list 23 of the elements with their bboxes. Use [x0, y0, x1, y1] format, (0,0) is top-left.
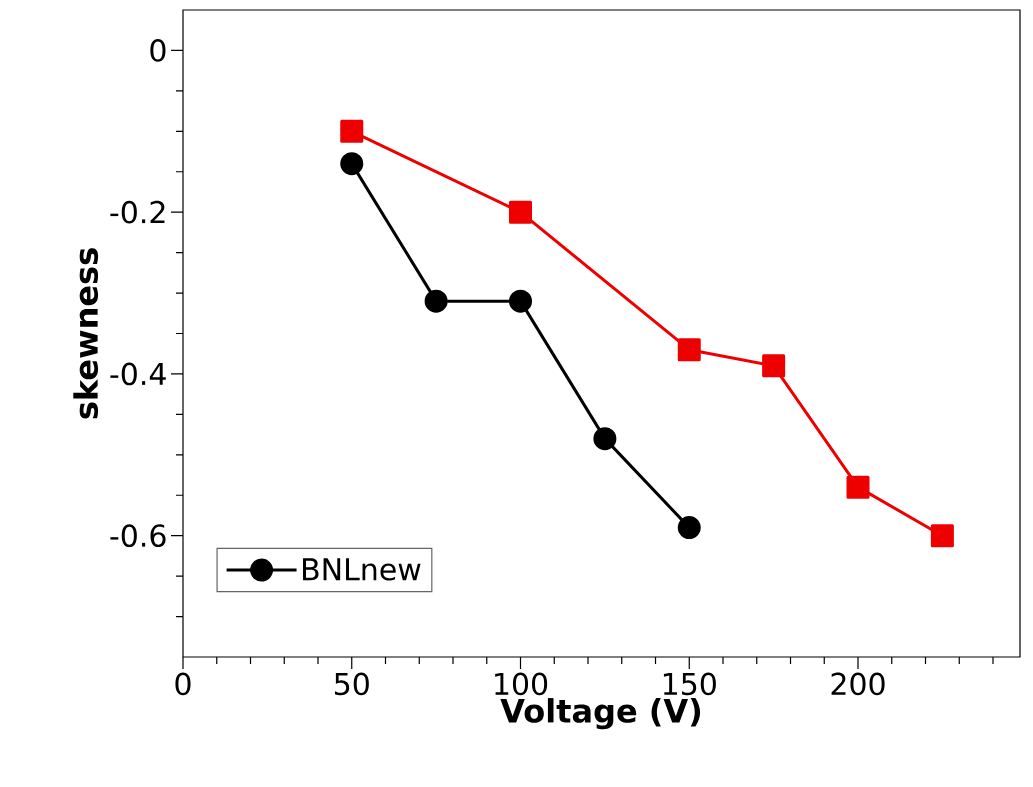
y-tick-label: -0.4 [110, 362, 166, 386]
y-tick-label: 0 [150, 39, 166, 62]
point [593, 427, 617, 451]
point [846, 475, 870, 499]
x-tick-label: 0 [175, 672, 191, 696]
legend-label: BNLnew [303, 558, 421, 581]
x-tick-label: 200 [831, 672, 885, 696]
point [677, 338, 701, 362]
point [340, 119, 364, 143]
y-tick-label: -0.6 [110, 524, 166, 548]
point [340, 152, 364, 176]
x-tick-label: 50 [334, 672, 369, 696]
y-tick-label: -0.2 [110, 200, 165, 224]
y-axis-title: skewness [73, 248, 99, 419]
point [509, 289, 533, 313]
point [930, 524, 954, 548]
x-axis-title: Voltage (V) [500, 698, 701, 730]
x-tick-label: 100 [495, 672, 548, 696]
point [677, 516, 701, 540]
x-tick-label: 150 [663, 672, 716, 696]
point [509, 200, 533, 224]
point [424, 289, 448, 313]
point [762, 354, 786, 378]
